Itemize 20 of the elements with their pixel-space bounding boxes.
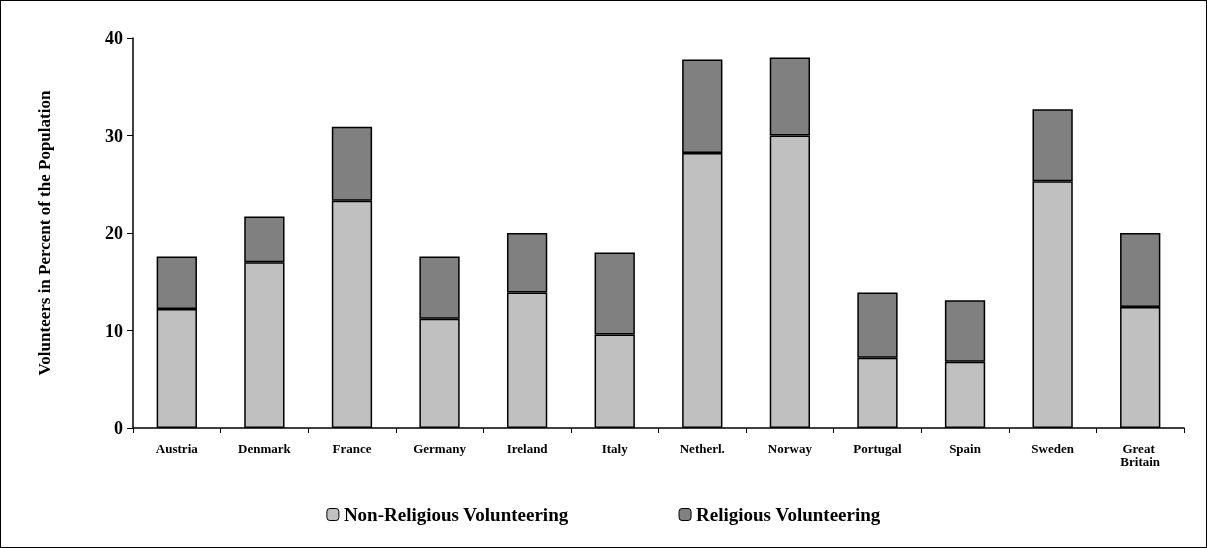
x-tick-label: Great Britain — [1120, 441, 1161, 469]
legend-label: Non-Religious Volunteering — [343, 504, 569, 525]
x-tick-label: Germany — [413, 441, 467, 456]
x-tick-label: Netherl. — [679, 441, 725, 456]
y-tick-label: 0 — [114, 418, 123, 438]
x-tick-label: Austria — [155, 441, 199, 456]
x-tick-label: Norway — [767, 441, 813, 456]
y-axis-title: Volunteers in Percent of the Population — [35, 90, 54, 376]
x-tick-label: Denmark — [238, 441, 292, 456]
y-tick-label: 30 — [105, 125, 123, 146]
y-tick-label: 40 — [105, 28, 123, 48]
y-tick-label: 10 — [105, 320, 123, 341]
y-tick-label: 20 — [105, 223, 123, 243]
x-tick-label: Portugal — [853, 441, 903, 456]
legend-label: Religious Volunteering — [696, 504, 881, 525]
x-tick-label: Sweden — [1031, 441, 1075, 456]
x-tick-label: France — [332, 441, 372, 456]
x-tick-label: Italy — [601, 441, 629, 456]
x-tick-label: Spain — [949, 441, 982, 456]
x-tick-label: Ireland — [506, 441, 549, 456]
